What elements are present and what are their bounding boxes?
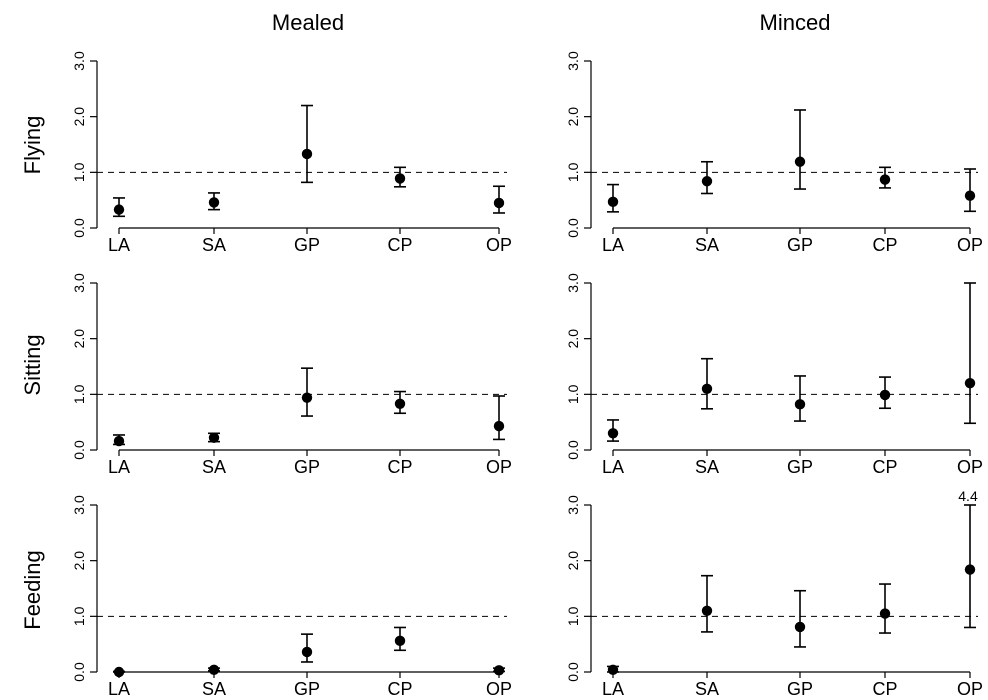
y-tick-label: 3.0 [71, 495, 87, 515]
panel-4: 0.0 1.0 2.0 3.0 LA SA GP CP OP [71, 495, 512, 699]
y-tick-label: 2.0 [565, 107, 581, 127]
y-tick-label: 1.0 [565, 384, 581, 404]
data-point [607, 428, 619, 439]
y-tick-label: 3.0 [565, 51, 581, 71]
data-point [701, 383, 713, 394]
x-tick-label: CP [387, 679, 412, 699]
x-tick-label: OP [486, 235, 512, 255]
row-title-sitting: Sitting [20, 334, 45, 395]
data-point [113, 435, 125, 447]
x-tick-label: LA [108, 679, 130, 699]
x-tick-label: CP [872, 235, 897, 255]
x-tick-label: LA [108, 457, 130, 477]
panel-2: 0.0 1.0 2.0 3.0 LA SA GP CP OP [71, 273, 512, 477]
y-tick-label: 3.0 [71, 51, 87, 71]
data-point [208, 664, 220, 675]
x-tick-label: LA [602, 457, 624, 477]
data-point [301, 148, 313, 160]
y-tick-label: 1.0 [71, 162, 87, 182]
data-point [394, 398, 406, 409]
row-title-feeding: Feeding [20, 550, 45, 630]
y-tick-label: 2.0 [565, 551, 581, 571]
data-point [394, 173, 406, 184]
y-tick-label: 2.0 [565, 329, 581, 349]
data-point [208, 197, 220, 208]
data-point [113, 204, 125, 215]
y-tick-label: 3.0 [71, 273, 87, 293]
data-point [607, 664, 619, 675]
x-tick-label: OP [486, 679, 512, 699]
annotation-label: 4.4 [958, 488, 978, 504]
panel-3: 0.0 1.0 2.0 3.0 LA SA GP CP OP [565, 273, 983, 477]
column-title-mealed: Mealed [272, 10, 344, 35]
data-point [879, 608, 891, 619]
y-tick-label: 3.0 [565, 273, 581, 293]
x-tick-label: LA [602, 235, 624, 255]
data-point [794, 621, 806, 633]
y-tick-label: 0.0 [565, 662, 581, 682]
y-tick-label: 0.0 [565, 218, 581, 238]
y-tick-label: 3.0 [565, 495, 581, 515]
data-point [607, 196, 619, 208]
data-point [301, 646, 313, 658]
y-tick-label: 0.0 [71, 440, 87, 460]
y-tick-label: 2.0 [71, 107, 87, 127]
data-point [701, 176, 713, 187]
x-tick-label: OP [957, 457, 983, 477]
data-point [794, 156, 806, 167]
y-tick-label: 1.0 [71, 384, 87, 404]
data-point [301, 392, 313, 403]
x-tick-label: GP [294, 235, 320, 255]
x-tick-label: GP [787, 235, 813, 255]
data-point [208, 432, 220, 443]
x-tick-label: LA [108, 235, 130, 255]
data-point [493, 197, 505, 209]
x-tick-label: CP [872, 679, 897, 699]
y-tick-label: 2.0 [71, 551, 87, 571]
x-tick-label: CP [387, 235, 412, 255]
x-tick-label: GP [294, 457, 320, 477]
y-tick-label: 0.0 [565, 440, 581, 460]
data-point [964, 378, 976, 389]
x-tick-label: SA [202, 679, 226, 699]
x-tick-label: OP [957, 679, 983, 699]
panel-0: 0.0 1.0 2.0 3.0 LA SA GP CP OP [71, 51, 512, 255]
y-tick-label: 0.0 [71, 662, 87, 682]
x-tick-label: SA [202, 457, 226, 477]
x-tick-label: LA [602, 679, 624, 699]
data-point [879, 174, 891, 185]
y-tick-label: 1.0 [565, 606, 581, 626]
data-point [493, 420, 505, 432]
y-tick-label: 1.0 [71, 606, 87, 626]
panel-5: 0.0 1.0 2.0 3.0 LA SA GP CP OP 4.4 [565, 488, 983, 699]
y-tick-label: 0.0 [71, 218, 87, 238]
x-tick-label: SA [695, 679, 719, 699]
data-point [879, 389, 891, 401]
x-tick-label: CP [387, 457, 412, 477]
x-tick-label: CP [872, 457, 897, 477]
panel-1: 0.0 1.0 2.0 3.0 LA SA GP CP OP [565, 51, 983, 255]
panels: 0.0 1.0 2.0 3.0 LA SA GP CP OP 0.0 1.0 2.0 3.0 LA SA GP… [71, 51, 983, 699]
data-point [964, 564, 976, 575]
column-title-minced: Minced [760, 10, 831, 35]
x-tick-label: GP [787, 457, 813, 477]
x-tick-label: SA [202, 235, 226, 255]
data-point [113, 666, 125, 678]
data-point [394, 635, 406, 647]
data-point [493, 665, 505, 676]
y-tick-label: 2.0 [71, 329, 87, 349]
x-tick-label: GP [294, 679, 320, 699]
data-point [701, 605, 713, 616]
x-tick-label: GP [787, 679, 813, 699]
data-point [794, 399, 806, 410]
x-tick-label: SA [695, 457, 719, 477]
y-tick-label: 1.0 [565, 162, 581, 182]
x-tick-label: OP [486, 457, 512, 477]
x-tick-label: OP [957, 235, 983, 255]
row-title-flying: Flying [20, 116, 45, 175]
x-tick-label: SA [695, 235, 719, 255]
data-point [964, 190, 976, 201]
